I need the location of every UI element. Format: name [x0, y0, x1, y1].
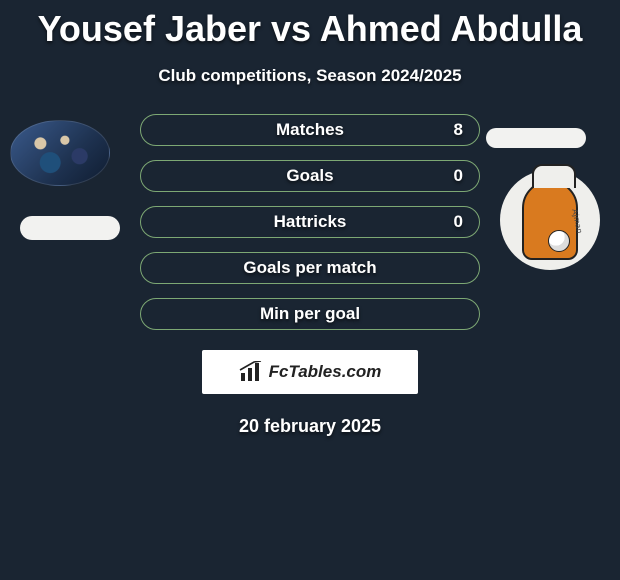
stat-label: Hattricks	[274, 212, 347, 232]
page-title: Yousef Jaber vs Ahmed Abdulla	[0, 0, 620, 50]
stat-label: Matches	[276, 120, 344, 140]
stat-value-right: 0	[454, 212, 463, 232]
stat-row-min-per-goal: Min per goal	[140, 298, 480, 330]
subtitle: Club competitions, Season 2024/2025	[0, 66, 620, 86]
stat-label: Min per goal	[260, 304, 360, 324]
brand-label: FcTables.com	[269, 362, 382, 382]
brand-watermark: FcTables.com	[202, 350, 418, 394]
stat-label: Goals per match	[243, 258, 376, 278]
stat-label: Goals	[286, 166, 333, 186]
stat-row-goals: Goals 0	[140, 160, 480, 192]
stat-row-matches: Matches 8	[140, 114, 480, 146]
player-photo-left	[10, 120, 110, 186]
player-name-pill-left	[20, 216, 120, 240]
stat-value-right: 8	[454, 120, 463, 140]
bar-chart-icon	[239, 361, 263, 383]
stat-value-right: 0	[454, 166, 463, 186]
stat-row-hattricks: Hattricks 0	[140, 206, 480, 238]
footer-date: 20 february 2025	[0, 416, 620, 437]
player-name-pill-right	[486, 128, 586, 148]
football-icon	[548, 230, 570, 252]
club-badge-right: Ajman	[500, 170, 600, 270]
stat-row-goals-per-match: Goals per match	[140, 252, 480, 284]
club-badge-shape	[522, 180, 578, 260]
